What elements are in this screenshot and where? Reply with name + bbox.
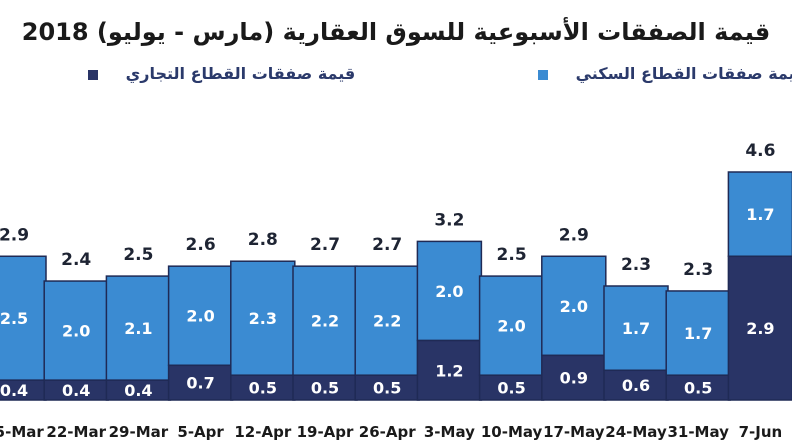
total-label: 2.9 <box>0 225 29 245</box>
total-label: 2.3 <box>683 260 713 280</box>
bar-commercial <box>167 364 234 401</box>
x-tick-label: 17-May <box>543 423 605 441</box>
residential-value-label: 2.0 <box>435 282 463 301</box>
residential-value-label: 1.7 <box>622 319 650 338</box>
x-tick-label: 19-Apr <box>297 423 354 441</box>
residential-value-label: 2.2 <box>373 312 401 331</box>
residential-value-label: 2.2 <box>311 312 339 331</box>
commercial-value-label: 0.4 <box>0 381 28 400</box>
bar-residential <box>230 260 296 376</box>
x-tick-label: 26-Apr <box>359 423 416 441</box>
commercial-value-label: 0.9 <box>560 369 588 388</box>
total-label: 2.6 <box>186 235 216 255</box>
x-tick-label: 31-May <box>667 423 729 441</box>
commercial-value-label: 0.4 <box>124 381 152 400</box>
bar-residential <box>354 265 420 376</box>
residential-value-label: 1.7 <box>684 324 712 343</box>
bar-residential <box>727 171 792 258</box>
commercial-value-label: 0.5 <box>249 379 277 398</box>
bar-commercial <box>727 255 792 401</box>
legend-commercial: قيمة صفقات القطاع التجاري <box>88 64 355 83</box>
legend-commercial-label: قيمة صفقات القطاع التجاري <box>125 64 356 83</box>
legend-residential-swatch <box>538 69 548 80</box>
total-label: 2.9 <box>559 225 589 245</box>
bar-commercial <box>230 374 296 401</box>
total-label: 2.5 <box>497 245 527 265</box>
commercial-value-label: 0.5 <box>497 379 525 398</box>
bar-residential <box>105 275 172 381</box>
commercial-value-label: 0.6 <box>622 376 650 395</box>
bar-commercial <box>541 354 607 401</box>
commercial-value-label: 0.4 <box>62 381 90 400</box>
bar-residential <box>665 290 731 376</box>
bar-commercial <box>416 339 483 401</box>
residential-value-label: 2.1 <box>124 319 152 338</box>
legend-commercial-swatch <box>88 69 98 80</box>
residential-value-label: 2.3 <box>249 309 277 328</box>
x-tick-label: 15-Mar <box>0 423 44 441</box>
total-label: 2.7 <box>372 235 402 255</box>
residential-value-label: 2.0 <box>497 317 525 336</box>
residential-value-label: 2.0 <box>186 307 214 326</box>
bar-commercial <box>603 369 669 401</box>
total-label: 2.4 <box>61 250 91 270</box>
x-tick-label: 29-Mar <box>109 423 169 441</box>
commercial-value-label: 0.5 <box>373 379 401 398</box>
x-tick-label: 12-Apr <box>234 423 291 441</box>
x-tick-label: 7-Jun <box>739 423 783 441</box>
total-label: 2.7 <box>310 235 340 255</box>
bar-commercial <box>354 374 420 401</box>
total-label: 2.5 <box>123 245 153 265</box>
chart-title: قيمة الصفقات الأسبوعية للسوق العقارية (م… <box>21 18 771 46</box>
total-label: 3.2 <box>434 210 464 230</box>
legend-residential: قيمة صفقات القطاع السكني <box>538 64 792 83</box>
x-tick-label: 22-Mar <box>46 423 106 441</box>
bar-commercial <box>478 374 545 401</box>
commercial-value-label: 1.2 <box>435 361 463 380</box>
x-tick-label: 5-Apr <box>177 423 224 441</box>
total-label: 4.6 <box>745 141 775 161</box>
residential-value-label: 2.5 <box>0 309 28 328</box>
total-label: 2.3 <box>621 255 651 275</box>
x-tick-label: 10-May <box>481 423 543 441</box>
residential-value-label: 1.7 <box>746 205 774 224</box>
x-tick-label: 24-May <box>605 423 667 441</box>
commercial-value-label: 0.7 <box>186 374 214 393</box>
total-label: 2.8 <box>248 230 278 250</box>
legend-residential-label: قيمة صفقات القطاع السكني <box>575 64 792 83</box>
commercial-value-label: 0.5 <box>684 379 712 398</box>
commercial-value-label: 0.5 <box>311 379 339 398</box>
residential-value-label: 2.0 <box>560 297 588 316</box>
bar-residential <box>478 275 545 376</box>
residential-value-label: 2.0 <box>62 322 90 341</box>
commercial-value-label: 2.9 <box>746 319 774 338</box>
x-tick-label: 3-May <box>424 423 475 441</box>
